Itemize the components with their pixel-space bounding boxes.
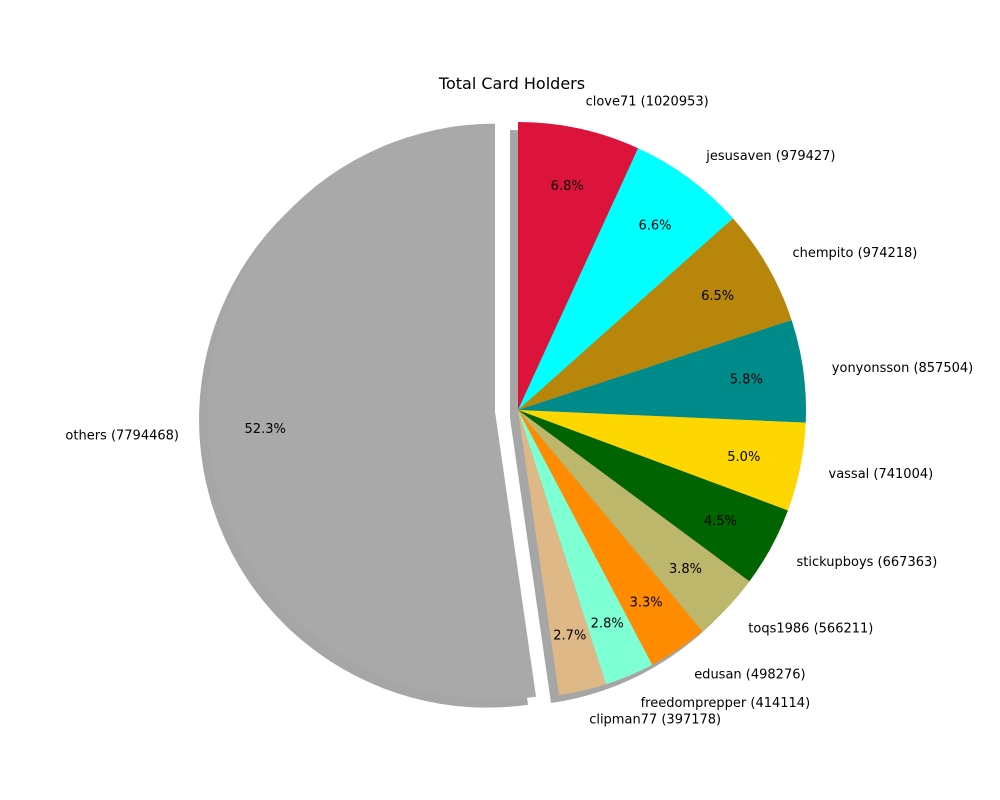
slice-percent-clove71: 6.8%: [551, 179, 584, 194]
slice-label-jesusaven: jesusaven (979427): [705, 149, 835, 164]
slice-label-vassal: vassal (741004): [829, 467, 934, 482]
chart-title: Total Card Holders: [438, 74, 585, 93]
slice-label-others: others (7794468): [65, 428, 179, 443]
slice-label-stickupboys: stickupboys (667363): [797, 555, 938, 570]
pie-slice-others: [207, 123, 537, 700]
pie-slice-jesusaven: [518, 148, 734, 411]
slice-label-freedomprepper: freedomprepper (414114): [641, 696, 811, 711]
pie-slice-stickupboys: [518, 410, 788, 582]
slice-percent-jesusaven: 6.6%: [638, 219, 671, 234]
pie-slice-toqs1986: [518, 410, 750, 632]
slice-label-clove71: clove71 (1020953): [586, 95, 709, 110]
slice-percent-toqs1986: 3.8%: [669, 562, 702, 577]
pie-slice-chempito: [518, 218, 792, 410]
pie-slice-freedomprepper: [518, 410, 653, 685]
slice-percent-stickupboys: 4.5%: [704, 514, 737, 529]
slice-label-chempito: chempito (974218): [793, 246, 918, 261]
slice-layer: [207, 121, 806, 700]
slice-label-edusan: edusan (498276): [694, 667, 805, 682]
slice-percent-freedomprepper: 2.8%: [591, 616, 624, 631]
pie-slice-yonyonsson: [518, 320, 806, 423]
slice-percent-edusan: 3.3%: [630, 596, 663, 611]
slice-label-clipman77: clipman77 (397178): [589, 713, 721, 728]
slice-percent-chempito: 6.5%: [701, 289, 734, 304]
label-layer: clove71 (1020953) 6.8% jesusaven (979427) 6…: [65, 95, 973, 728]
pie-slice-vassal: [518, 410, 806, 511]
slice-percent-yonyonsson: 5.8%: [730, 373, 763, 388]
slice-label-yonyonsson: yonyonsson (857504): [832, 361, 973, 376]
slice-percent-vassal: 5.0%: [727, 450, 760, 465]
pie-slice-edusan: [518, 410, 703, 665]
slice-percent-others: 52.3%: [245, 422, 286, 437]
slice-label-toqs1986: toqs1986 (566211): [748, 622, 873, 637]
slice-percent-clipman77: 2.7%: [553, 629, 586, 644]
pie-slice-clove71: [518, 121, 639, 410]
pie-slice-clipman77: [518, 410, 606, 696]
